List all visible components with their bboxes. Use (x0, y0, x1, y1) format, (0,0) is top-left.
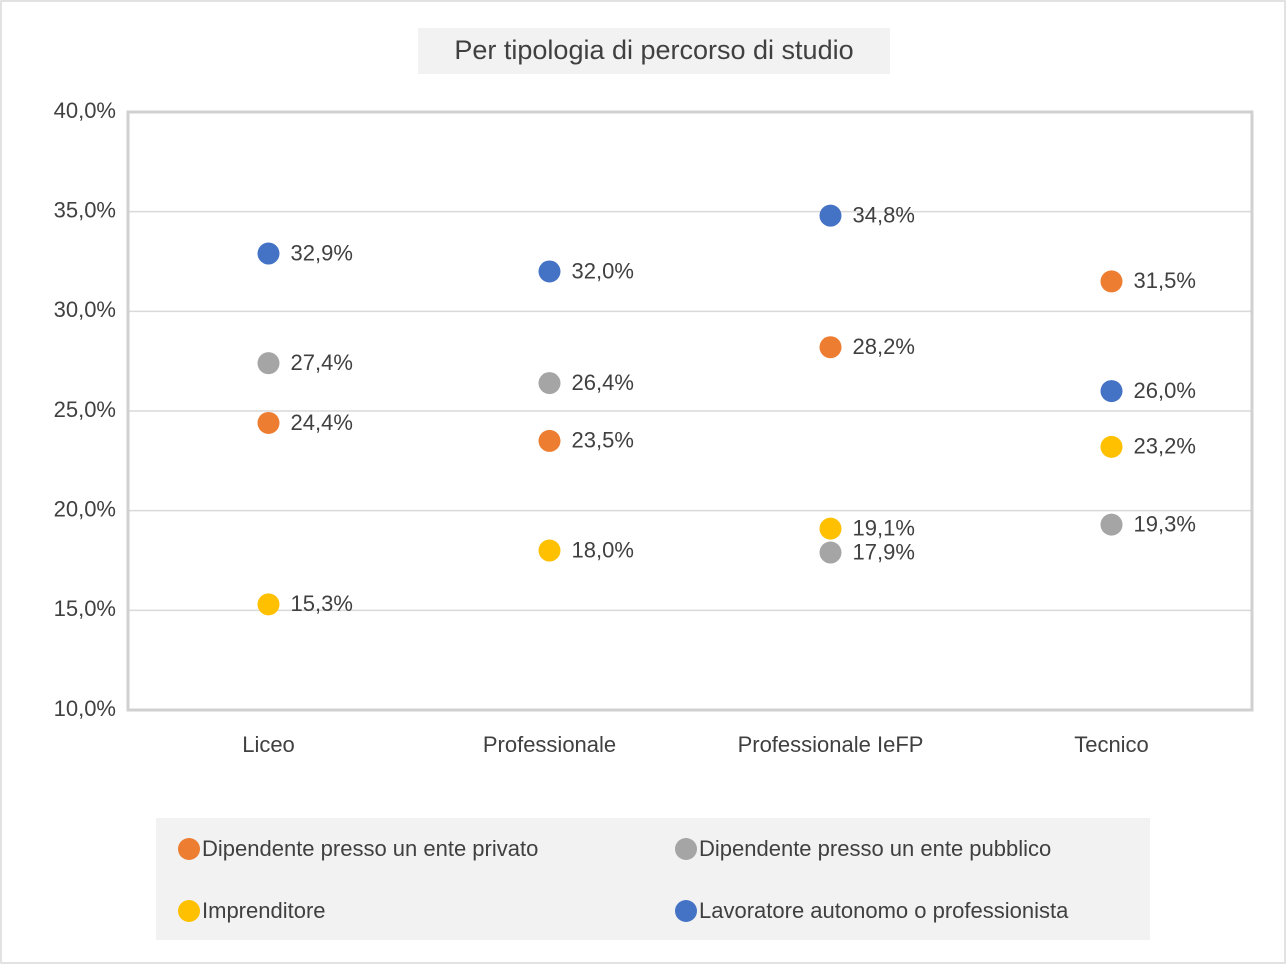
data-label: 31,5% (1134, 268, 1196, 293)
dot (1100, 513, 1123, 536)
data-label: 34,8% (853, 202, 915, 227)
legend-label: Imprenditore (202, 898, 326, 923)
data-label: 27,4% (291, 350, 353, 375)
title-box (418, 28, 890, 74)
x-tick-label: Tecnico (1074, 732, 1149, 757)
y-tick-label: 35,0% (54, 197, 116, 222)
legend-label: Dipendente presso un ente privato (202, 836, 538, 861)
plot-border (126, 110, 1254, 712)
data-label: 24,4% (291, 410, 353, 435)
dot (538, 429, 561, 452)
x-tick-label: Liceo (242, 732, 295, 757)
data-label: 26,4% (572, 370, 634, 395)
y-tick-label: 20,0% (54, 496, 116, 521)
y-tick-label: 30,0% (54, 297, 116, 322)
legend-marker (178, 900, 200, 922)
x-tick-label: Professionale (483, 732, 616, 757)
dot (257, 352, 280, 375)
dot (257, 242, 280, 265)
data-label: 26,0% (1134, 378, 1196, 403)
dot (819, 204, 842, 227)
data-label: 23,5% (572, 428, 634, 453)
x-tick-label: Professionale IeFP (738, 732, 924, 757)
data-label: 28,2% (853, 334, 915, 359)
data-label: 32,0% (572, 258, 634, 283)
legend-marker (675, 900, 697, 922)
legend-label: Lavoratore autonomo o professionista (699, 898, 1069, 923)
legend-marker (178, 838, 200, 860)
dot (819, 517, 842, 540)
y-tick-label: 15,0% (54, 596, 116, 621)
dot (1100, 270, 1123, 293)
data-label: 23,2% (1134, 434, 1196, 459)
data-label: 19,3% (1134, 511, 1196, 536)
dot (1100, 435, 1123, 458)
y-tick-label: 40,0% (54, 98, 116, 123)
dot (819, 336, 842, 359)
legend-label: Dipendente presso un ente pubblico (699, 836, 1051, 861)
data-label: 17,9% (853, 539, 915, 564)
y-tick-label: 10,0% (54, 696, 116, 721)
chart-title: Per tipologia di percorso di studio (454, 35, 853, 65)
dot (1100, 380, 1123, 403)
dot (538, 260, 561, 283)
legend-box (156, 818, 1150, 940)
data-label: 15,3% (291, 591, 353, 616)
data-label: 19,1% (853, 515, 915, 540)
dot (819, 541, 842, 564)
data-label: 18,0% (572, 537, 634, 562)
y-tick-label: 25,0% (54, 397, 116, 422)
dot (538, 539, 561, 562)
dot (538, 372, 561, 395)
data-label: 32,9% (291, 240, 353, 265)
legend-marker (675, 838, 697, 860)
dot (257, 593, 280, 616)
dot (257, 411, 280, 434)
